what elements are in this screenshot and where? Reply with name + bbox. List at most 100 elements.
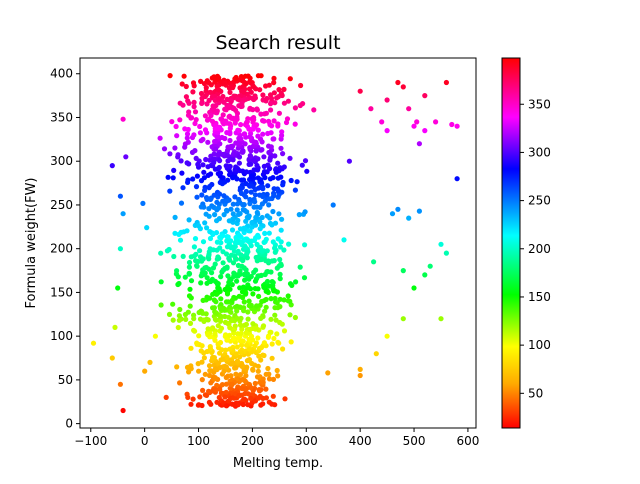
x-tick-label: 100 <box>187 434 210 448</box>
scatter-point <box>247 201 253 207</box>
scatter-point <box>400 84 406 90</box>
scatter-point <box>301 275 308 281</box>
scatter-point <box>234 303 240 309</box>
scatter-point <box>411 285 417 291</box>
scatter-point <box>203 311 209 317</box>
scatter-point <box>258 73 264 79</box>
scatter-point <box>252 95 258 101</box>
scatter-point <box>212 375 218 381</box>
scatter-point <box>272 245 278 251</box>
scatter-point <box>227 137 233 144</box>
scatter-point <box>206 206 212 212</box>
scatter-point <box>200 387 206 393</box>
scatter-point <box>281 297 287 303</box>
scatter-point <box>302 242 308 248</box>
scatter-point <box>248 395 254 401</box>
scatter-point <box>238 256 244 262</box>
scatter-point <box>264 288 270 294</box>
scatter-point <box>212 331 218 337</box>
scatter-point <box>206 185 212 191</box>
y-axis-label: Formula weight(FW) <box>24 177 39 308</box>
scatter-point <box>270 208 276 215</box>
scatter-point <box>195 161 201 167</box>
scatter-point <box>216 216 222 222</box>
scatter-point <box>240 338 246 344</box>
scatter-point <box>219 347 225 353</box>
scatter-point <box>198 90 205 97</box>
scatter-point <box>257 219 263 225</box>
scatter-point <box>422 128 428 134</box>
scatter-point <box>90 340 97 346</box>
scatter-point <box>269 401 275 407</box>
colorbar-tick-label: 350 <box>528 97 551 111</box>
scatter-point <box>248 302 254 308</box>
scatter-point <box>237 185 243 191</box>
scatter-point <box>222 394 228 400</box>
scatter-point <box>253 214 259 221</box>
scatter-point <box>166 246 172 253</box>
scatter-point <box>120 407 126 414</box>
scatter-point <box>368 106 374 112</box>
scatter-point <box>267 155 273 161</box>
scatter-point <box>199 270 205 276</box>
scatter-point <box>222 106 228 112</box>
scatter-point <box>213 299 219 305</box>
scatter-point <box>234 207 240 213</box>
scatter-point <box>234 315 240 321</box>
scatter-point <box>175 324 181 331</box>
scatter-point <box>279 132 285 139</box>
scatter-point <box>238 190 244 196</box>
scatter-point <box>277 304 283 310</box>
scatter-point <box>185 179 191 185</box>
scatter-point <box>238 315 244 321</box>
scatter-point <box>258 402 264 408</box>
scatter-point <box>222 333 228 339</box>
data-points <box>90 73 460 414</box>
scatter-point <box>254 303 260 309</box>
scatter-point <box>192 109 199 115</box>
scatter-point <box>279 216 285 222</box>
scatter-point <box>224 198 230 204</box>
scatter-point <box>217 305 224 312</box>
scatter-point <box>265 130 271 137</box>
scatter-point <box>233 256 239 262</box>
scatter-point <box>217 141 223 147</box>
scatter-point <box>237 354 243 360</box>
scatter-point <box>209 94 215 100</box>
scatter-point <box>443 79 449 86</box>
scatter-point <box>279 321 285 327</box>
scatter-point <box>395 79 401 86</box>
scatter-point <box>262 169 268 175</box>
scatter-point <box>272 295 278 302</box>
scatter-point <box>248 189 254 195</box>
scatter-point <box>230 116 236 122</box>
scatter-point <box>186 259 193 266</box>
scatter-point <box>178 158 184 164</box>
scatter-point <box>170 175 176 181</box>
scatter-point <box>234 358 241 364</box>
y-tick-label: 0 <box>65 417 73 431</box>
scatter-point <box>214 399 220 405</box>
scatter-point <box>193 117 199 123</box>
scatter-point <box>274 331 280 337</box>
scatter-point <box>188 345 194 351</box>
scatter-point <box>263 258 269 264</box>
scatter-point <box>259 298 265 305</box>
scatter-point <box>261 118 267 124</box>
scatter-point <box>275 121 281 127</box>
scatter-point <box>255 175 261 181</box>
scatter-point <box>147 359 153 365</box>
scatter-point <box>263 304 269 310</box>
scatter-point <box>205 317 211 323</box>
scatter-point <box>198 280 204 286</box>
scatter-point <box>117 381 123 387</box>
scatter-point <box>223 381 229 387</box>
scatter-point <box>234 344 240 350</box>
scatter-point <box>194 173 200 179</box>
scatter-point <box>284 116 291 122</box>
scatter-point <box>197 394 203 400</box>
scatter-point <box>279 129 285 135</box>
scatter-point <box>228 143 234 150</box>
scatter-point <box>208 112 214 119</box>
scatter-point <box>242 73 248 79</box>
